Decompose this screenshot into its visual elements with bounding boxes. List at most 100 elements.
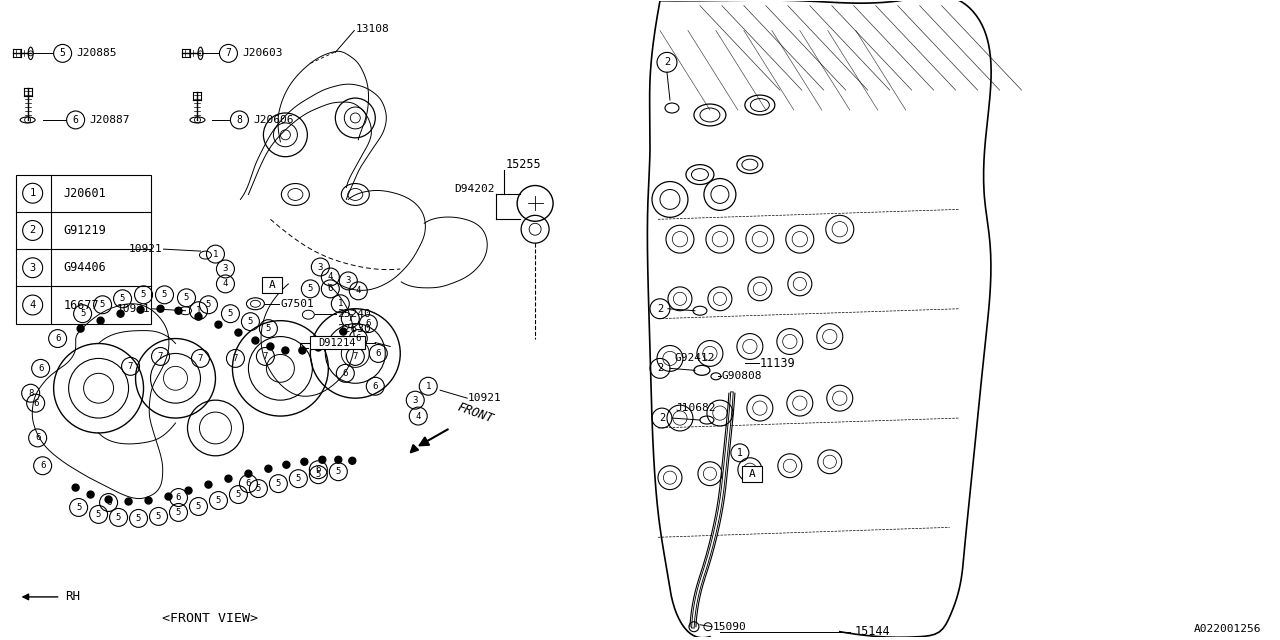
Text: A022001256: A022001256 [1194,624,1261,634]
Text: 7: 7 [128,362,133,371]
Text: 10921: 10921 [129,244,163,254]
Text: 2: 2 [29,225,36,236]
Text: 5: 5 [248,317,253,326]
Circle shape [244,470,252,477]
Text: 5: 5 [316,470,321,479]
Text: 6: 6 [40,461,45,470]
Text: 5: 5 [307,284,314,293]
Text: 5: 5 [275,479,282,488]
Circle shape [97,317,104,324]
Text: 1: 1 [425,381,431,391]
Text: J20885: J20885 [77,49,116,58]
Circle shape [205,481,212,488]
Text: 16677: 16677 [64,298,100,312]
Text: 7: 7 [198,354,204,363]
Text: 5: 5 [116,513,122,522]
Text: 3: 3 [317,262,323,271]
Text: 1: 1 [737,448,742,458]
Text: 5: 5 [206,300,211,309]
Text: A: A [749,468,755,479]
Text: G92412: G92412 [675,353,716,364]
Text: J10682: J10682 [675,403,716,413]
Text: 5: 5 [141,291,146,300]
Text: 5: 5 [236,490,241,499]
Text: D91214: D91214 [319,337,356,348]
Text: 6: 6 [106,498,111,507]
Text: 22630: 22630 [338,324,371,333]
Text: 6: 6 [35,433,41,442]
Text: G7501: G7501 [280,299,314,308]
Circle shape [236,329,242,336]
Text: 4: 4 [328,273,333,282]
Text: 13108: 13108 [356,24,389,33]
Text: 7: 7 [352,352,358,361]
Bar [742,466,762,482]
Circle shape [105,496,113,503]
Text: D94202: D94202 [454,184,495,195]
Text: 10921: 10921 [116,304,151,314]
Bar [15,175,151,324]
Text: 5: 5 [216,496,221,505]
Text: 4: 4 [416,412,421,420]
Text: 1: 1 [29,188,36,198]
Text: 3: 3 [29,263,36,273]
Bar [310,335,365,349]
Circle shape [225,475,232,482]
Text: 6: 6 [356,334,361,343]
Text: 5: 5 [296,474,301,483]
Text: J20603: J20603 [242,49,283,58]
Text: 4: 4 [29,300,36,310]
Circle shape [315,344,321,351]
Text: 10921: 10921 [468,393,502,403]
Text: G90808: G90808 [722,371,763,381]
Text: 5: 5 [196,502,201,511]
Circle shape [349,458,356,464]
Text: 5: 5 [175,508,182,517]
Text: 5: 5 [60,49,65,58]
Bar [262,277,283,293]
Circle shape [335,456,342,463]
Text: 15090: 15090 [713,621,746,632]
Text: 6: 6 [375,349,381,358]
Circle shape [265,465,271,472]
Text: G94406: G94406 [64,261,106,275]
Text: 1: 1 [338,300,343,308]
Text: FRONT: FRONT [456,401,495,426]
Text: 5: 5 [256,484,261,493]
Circle shape [282,347,289,354]
Text: 5: 5 [136,514,141,523]
Circle shape [215,321,221,328]
Text: J20601: J20601 [64,187,106,200]
Text: 4: 4 [356,286,361,295]
Text: 1: 1 [196,306,201,316]
Text: 7: 7 [157,352,164,361]
Text: 5: 5 [228,309,233,318]
Circle shape [157,305,164,312]
Text: 6: 6 [328,284,333,293]
Circle shape [116,310,124,317]
Text: 5: 5 [335,467,340,476]
Text: 5: 5 [266,324,271,333]
Text: 3: 3 [223,264,228,273]
Text: 11139: 11139 [760,357,795,370]
Circle shape [329,337,335,344]
Text: 7: 7 [233,354,238,363]
Circle shape [301,458,308,465]
Text: 6: 6 [372,381,378,391]
Circle shape [252,337,259,344]
Text: 6: 6 [246,479,251,488]
Text: 4: 4 [223,280,228,289]
Circle shape [175,307,182,314]
Circle shape [145,497,152,504]
Text: 6: 6 [366,319,371,328]
Circle shape [339,328,347,335]
Text: G91219: G91219 [64,224,106,237]
Text: 6: 6 [55,334,60,343]
Circle shape [319,456,326,463]
Text: 8: 8 [237,115,242,125]
Circle shape [77,325,84,332]
Text: 5: 5 [79,309,86,318]
Text: 5: 5 [76,503,82,512]
Text: 2: 2 [657,364,663,373]
Text: 15255: 15255 [506,158,540,171]
